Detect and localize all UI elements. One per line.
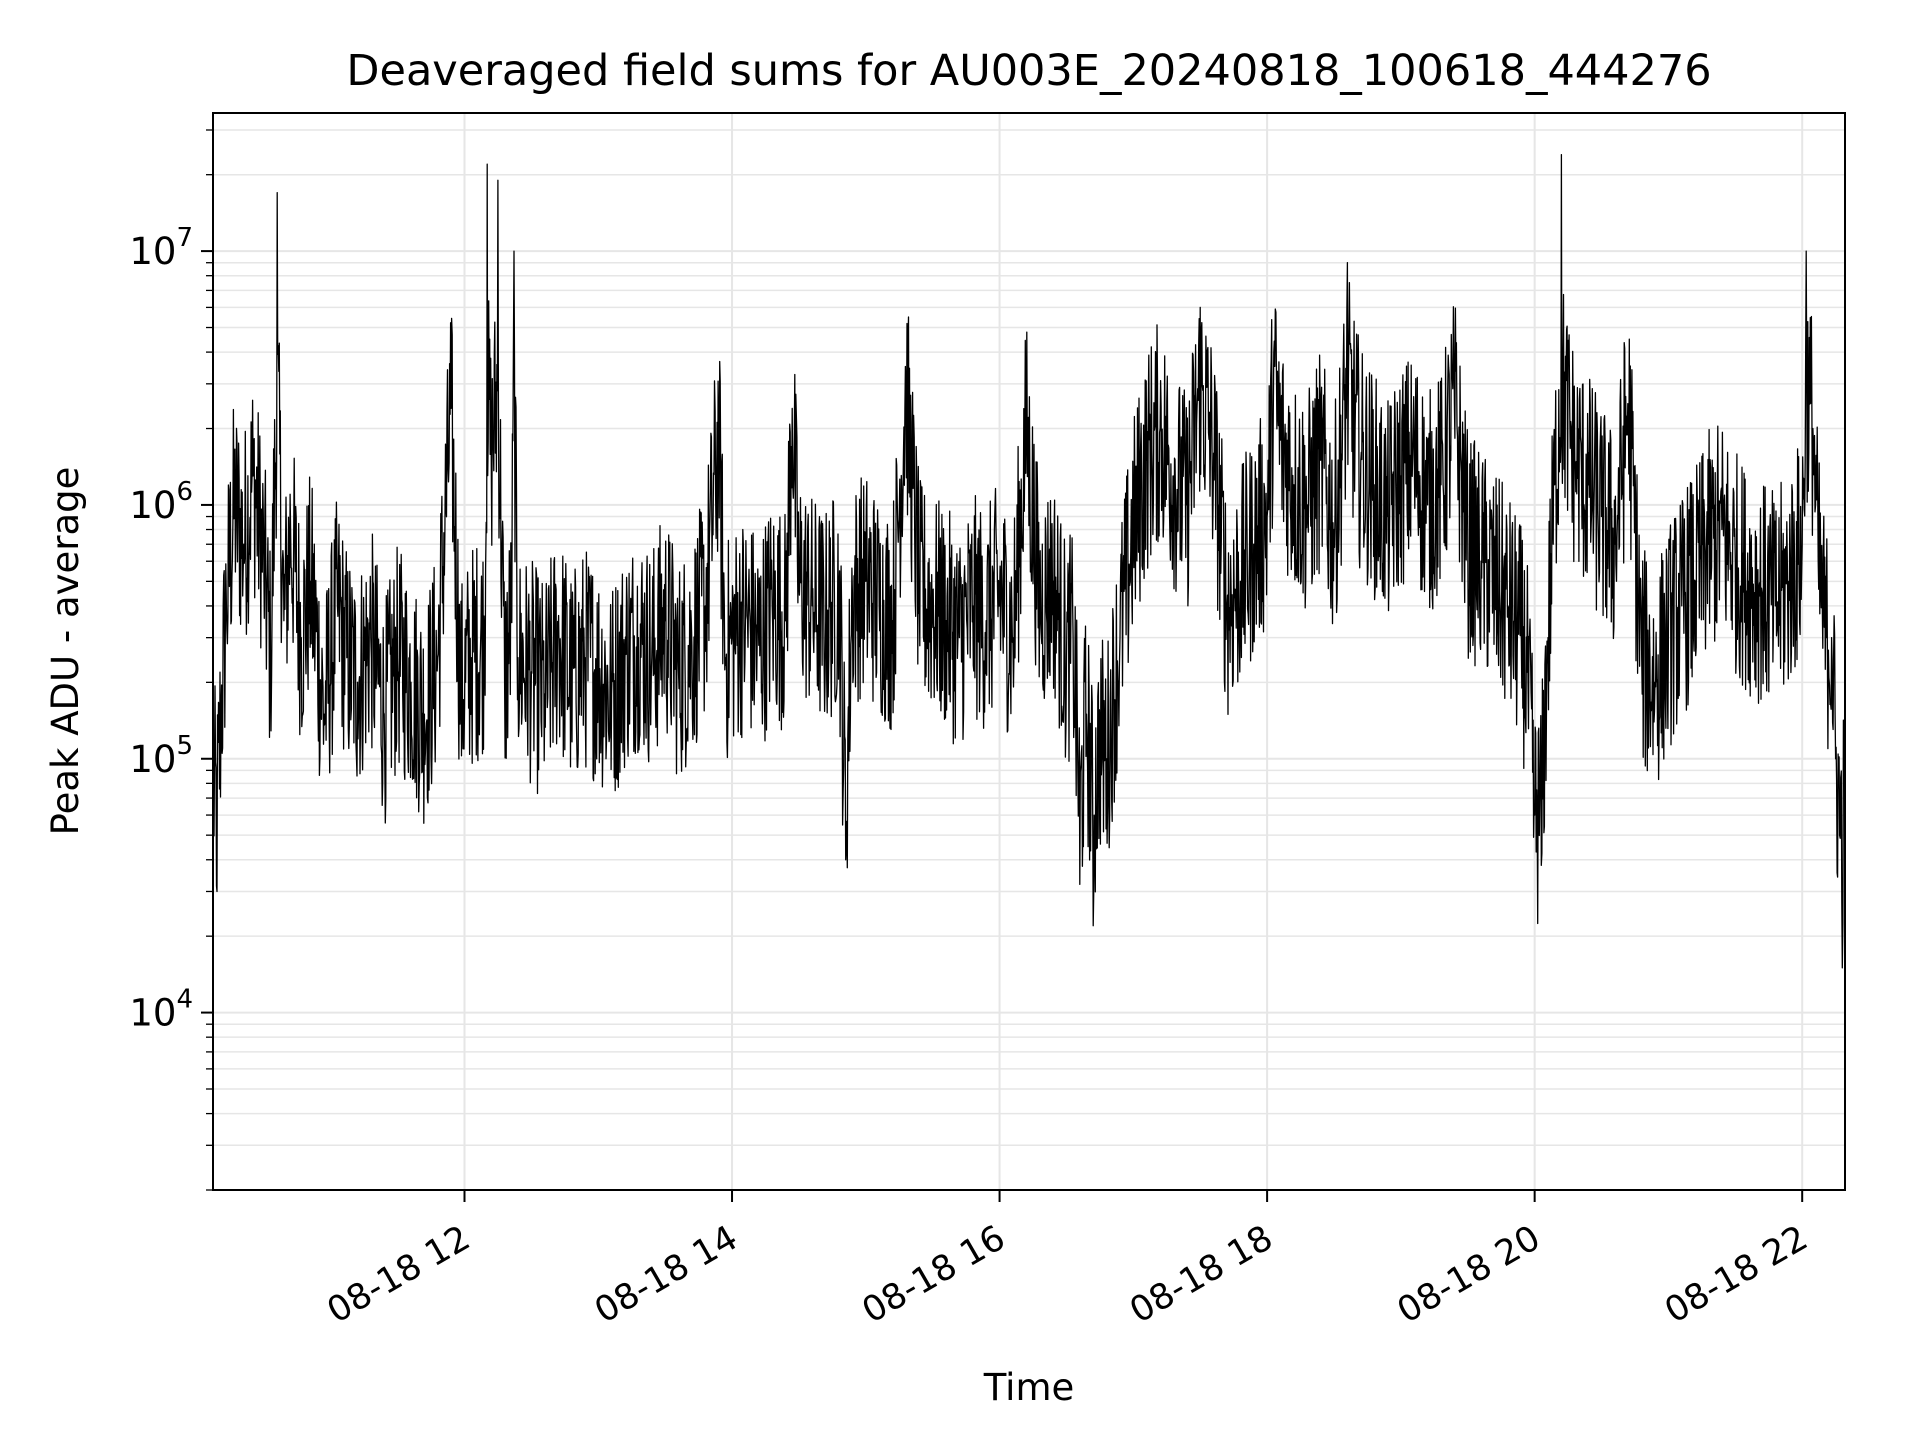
x-axis-label: Time [983, 1366, 1075, 1409]
y-tick-label-base: 10 [129, 738, 176, 781]
y-tick-label-exponent: 6 [176, 477, 193, 507]
chart-title: Deaveraged field sums for AU003E_2024081… [346, 46, 1711, 96]
y-tick-label: 107 [129, 223, 193, 273]
y-tick-label-base: 10 [129, 992, 176, 1035]
y-tick-label-exponent: 7 [176, 223, 193, 253]
y-tick-label-exponent: 4 [176, 985, 193, 1015]
y-tick-label: 104 [129, 985, 193, 1035]
y-axis-minor-ticks [206, 129, 213, 1191]
y-tick-label: 106 [129, 477, 193, 527]
series-line [212, 153, 1846, 1146]
y-tick-label-base: 10 [129, 230, 176, 273]
y-axis-label: Peak ADU - average [44, 467, 87, 836]
plot-frame [212, 112, 1846, 1191]
y-tick-label-base: 10 [129, 484, 176, 527]
y-tick-label: 105 [129, 731, 193, 781]
y-tick-label-exponent: 5 [176, 731, 193, 761]
